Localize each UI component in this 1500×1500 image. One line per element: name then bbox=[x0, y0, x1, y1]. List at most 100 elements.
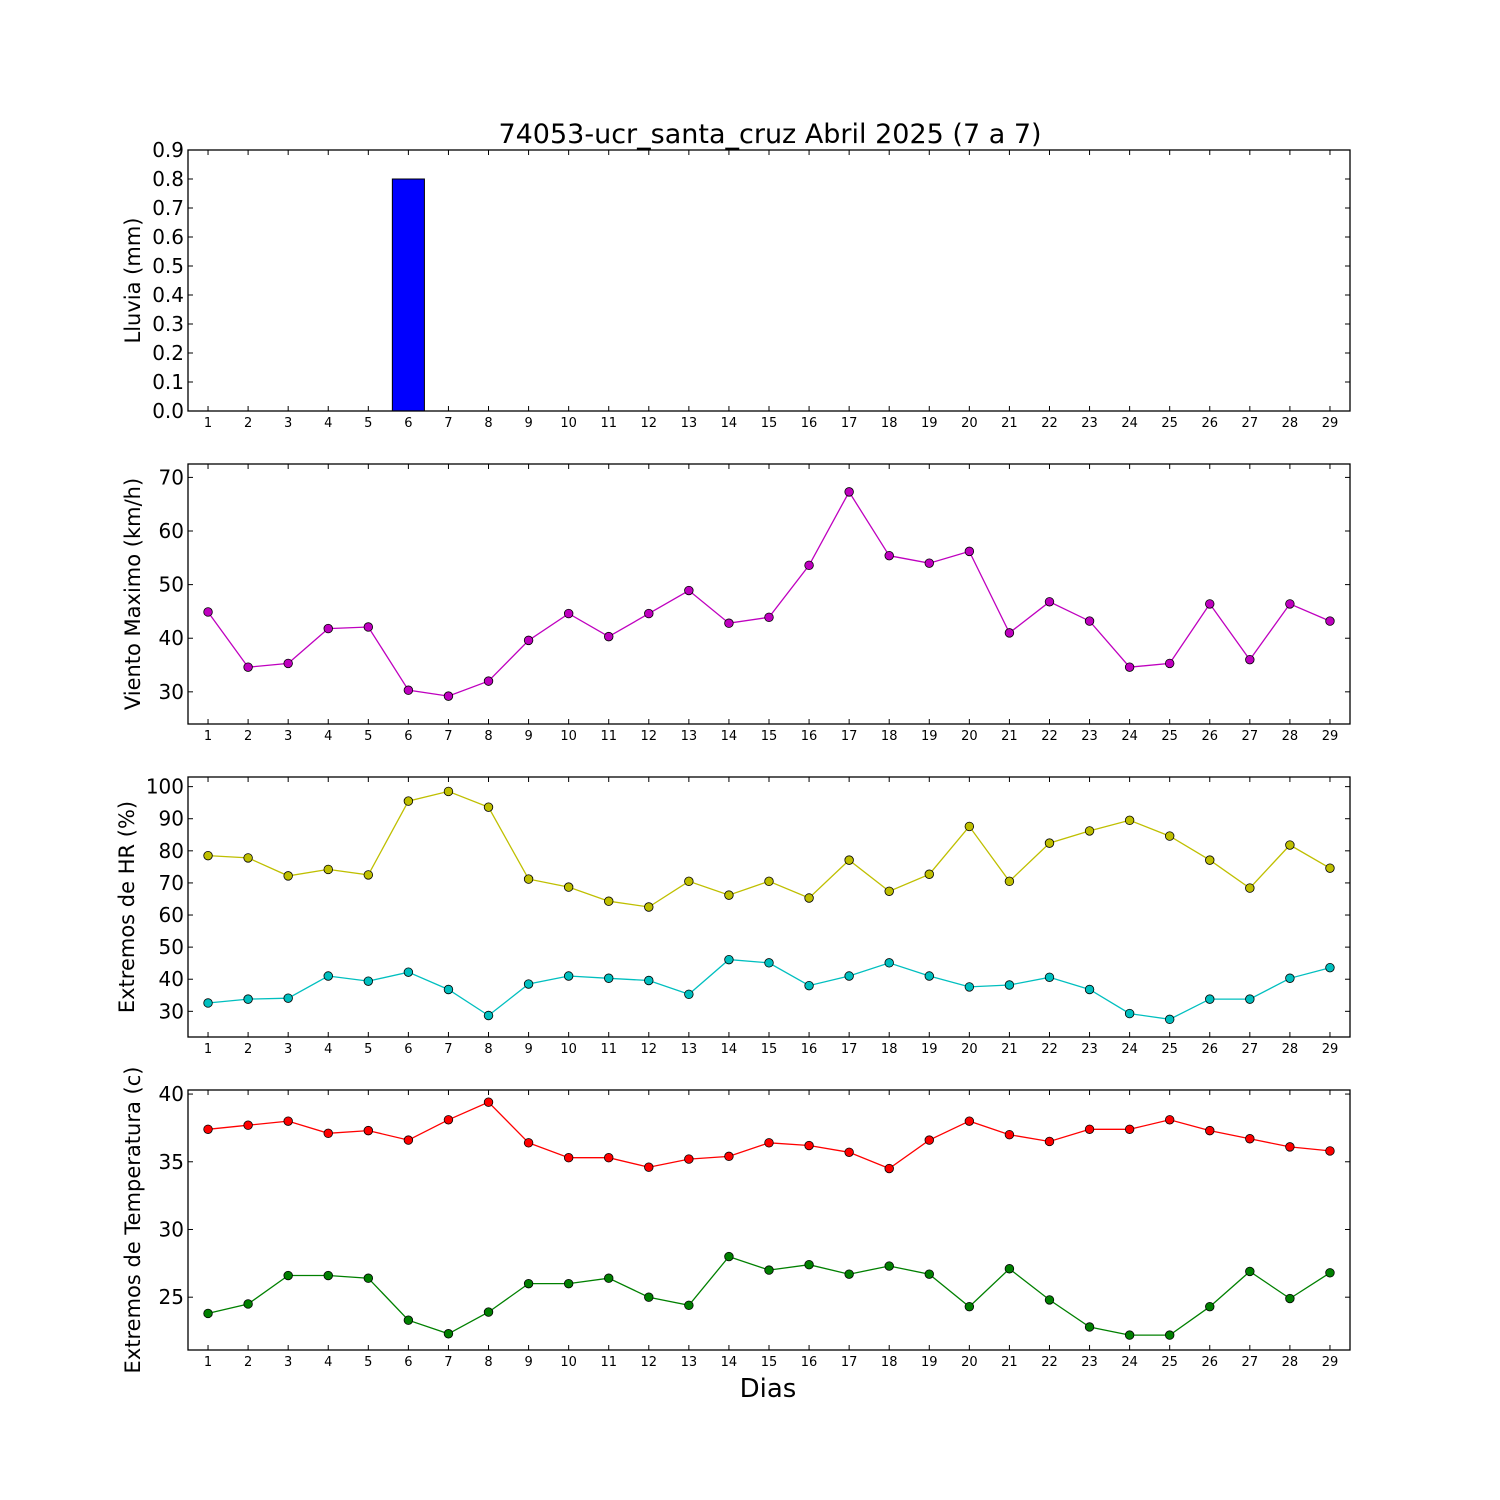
x-tick-label: 15 bbox=[761, 1355, 778, 1370]
x-tick-label: 22 bbox=[1041, 1355, 1058, 1370]
data-point bbox=[844, 1147, 854, 1157]
data-point bbox=[443, 786, 454, 797]
data-point bbox=[604, 631, 614, 642]
x-axis-label: Dias bbox=[740, 1374, 797, 1404]
data-point bbox=[243, 853, 253, 863]
data-point bbox=[1124, 1008, 1135, 1019]
data-point bbox=[684, 1154, 694, 1164]
x-tick-label: 23 bbox=[1081, 1355, 1098, 1370]
axes-frame bbox=[187, 463, 1351, 725]
data-point bbox=[884, 1163, 894, 1174]
y-tick-label: 60 bbox=[159, 519, 184, 543]
data-point bbox=[403, 1315, 414, 1325]
data-point bbox=[644, 1162, 654, 1172]
data-point bbox=[283, 871, 293, 881]
y-tick-label: 30 bbox=[159, 999, 184, 1023]
y-tick-label: 70 bbox=[159, 465, 184, 489]
x-tick-label: 5 bbox=[364, 1042, 372, 1057]
data-point bbox=[1044, 1136, 1055, 1147]
x-tick-label: 21 bbox=[1001, 416, 1018, 431]
data-point bbox=[1245, 1134, 1255, 1144]
x-tick-label: 16 bbox=[801, 1042, 818, 1057]
data-point bbox=[764, 1138, 774, 1148]
x-tick-label: 6 bbox=[404, 416, 412, 431]
x-tick-label: 13 bbox=[681, 416, 698, 431]
data-point bbox=[1245, 654, 1255, 665]
series-1 bbox=[203, 786, 1335, 912]
x-tick-label: 27 bbox=[1242, 416, 1259, 431]
x-tick-label: 17 bbox=[841, 1042, 858, 1057]
x-tick-label: 14 bbox=[721, 1042, 738, 1057]
y-tick-label: 100 bbox=[146, 775, 184, 799]
y-tick-label: 70 bbox=[159, 871, 184, 895]
data-point bbox=[964, 821, 975, 832]
data-point bbox=[1044, 972, 1055, 982]
data-point bbox=[1205, 1125, 1215, 1136]
data-point bbox=[363, 870, 374, 880]
data-point bbox=[203, 1124, 213, 1134]
x-tick-label: 11 bbox=[600, 416, 617, 431]
panel-1: 0.00.10.20.30.40.50.60.70.80.91 2 3 4 5 6 7 8 9 1… bbox=[121, 138, 1351, 431]
x-tick-label: 25 bbox=[1161, 416, 1178, 431]
data-point bbox=[884, 958, 894, 968]
data-point bbox=[684, 876, 694, 887]
x-tick-label: 23 bbox=[1081, 1042, 1098, 1057]
x-tick-label: 12 bbox=[641, 416, 658, 431]
data-point bbox=[1245, 1266, 1255, 1277]
x-tick-label: 21 bbox=[1001, 1042, 1018, 1057]
y-axis-label: Viento Maximo (km/h) bbox=[121, 478, 145, 710]
x-tick-label: 3 bbox=[284, 1355, 292, 1370]
axes-frame bbox=[187, 149, 1351, 412]
x-tick-label: 24 bbox=[1121, 416, 1138, 431]
x-tick-label: 4 bbox=[324, 416, 332, 431]
x-tick-label: 8 bbox=[484, 1042, 492, 1057]
data-point bbox=[1004, 1129, 1015, 1140]
data-point bbox=[964, 1116, 975, 1126]
x-tick-label: 9 bbox=[524, 729, 532, 744]
data-point bbox=[884, 550, 894, 561]
y-axis-label: Extremos de Temperatura (c) bbox=[121, 1067, 145, 1374]
x-tick-label: 26 bbox=[1201, 1355, 1218, 1370]
data-point bbox=[804, 1259, 814, 1270]
data-point bbox=[924, 1135, 934, 1145]
data-point bbox=[443, 1329, 454, 1339]
data-point bbox=[804, 893, 814, 903]
x-tick-label: 3 bbox=[284, 729, 292, 744]
data-point bbox=[1124, 1330, 1135, 1340]
x-tick-label: 20 bbox=[961, 416, 978, 431]
data-point bbox=[363, 622, 374, 632]
data-point bbox=[323, 623, 333, 634]
data-point bbox=[323, 864, 333, 875]
x-tick-label: 14 bbox=[721, 416, 738, 431]
data-point bbox=[1124, 1124, 1135, 1134]
x-tick-label: 1 bbox=[204, 729, 212, 744]
data-point bbox=[724, 618, 734, 628]
x-tick-label: 11 bbox=[600, 729, 617, 744]
x-tick-label: 17 bbox=[841, 729, 858, 744]
data-point bbox=[1164, 1330, 1175, 1340]
x-tick-label: 12 bbox=[641, 729, 658, 744]
x-tick-label: 29 bbox=[1322, 1355, 1339, 1370]
data-point bbox=[804, 560, 814, 571]
x-tick-label: 7 bbox=[444, 729, 452, 744]
x-tick-label: 20 bbox=[961, 1042, 978, 1057]
data-point bbox=[1245, 883, 1255, 893]
y-tick-label: 60 bbox=[159, 903, 184, 927]
panels: 0.00.10.20.30.40.50.60.70.80.91 2 3 4 5 6 7 8 9 1… bbox=[115, 138, 1351, 1374]
data-point bbox=[563, 608, 574, 619]
data-point bbox=[1164, 1014, 1175, 1025]
x-tick-label: 28 bbox=[1282, 729, 1299, 744]
data-point bbox=[1084, 826, 1095, 836]
data-point bbox=[1084, 616, 1095, 626]
x-tick-label: 2 bbox=[244, 1042, 252, 1057]
data-point bbox=[363, 1273, 374, 1283]
x-tick-label: 19 bbox=[921, 416, 938, 431]
data-point bbox=[1205, 1301, 1215, 1312]
x-tick-label: 15 bbox=[761, 1042, 778, 1057]
y-tick-label: 0.4 bbox=[152, 283, 184, 307]
data-point bbox=[764, 612, 774, 623]
data-point bbox=[1004, 628, 1015, 638]
x-tick-label: 4 bbox=[324, 1355, 332, 1370]
